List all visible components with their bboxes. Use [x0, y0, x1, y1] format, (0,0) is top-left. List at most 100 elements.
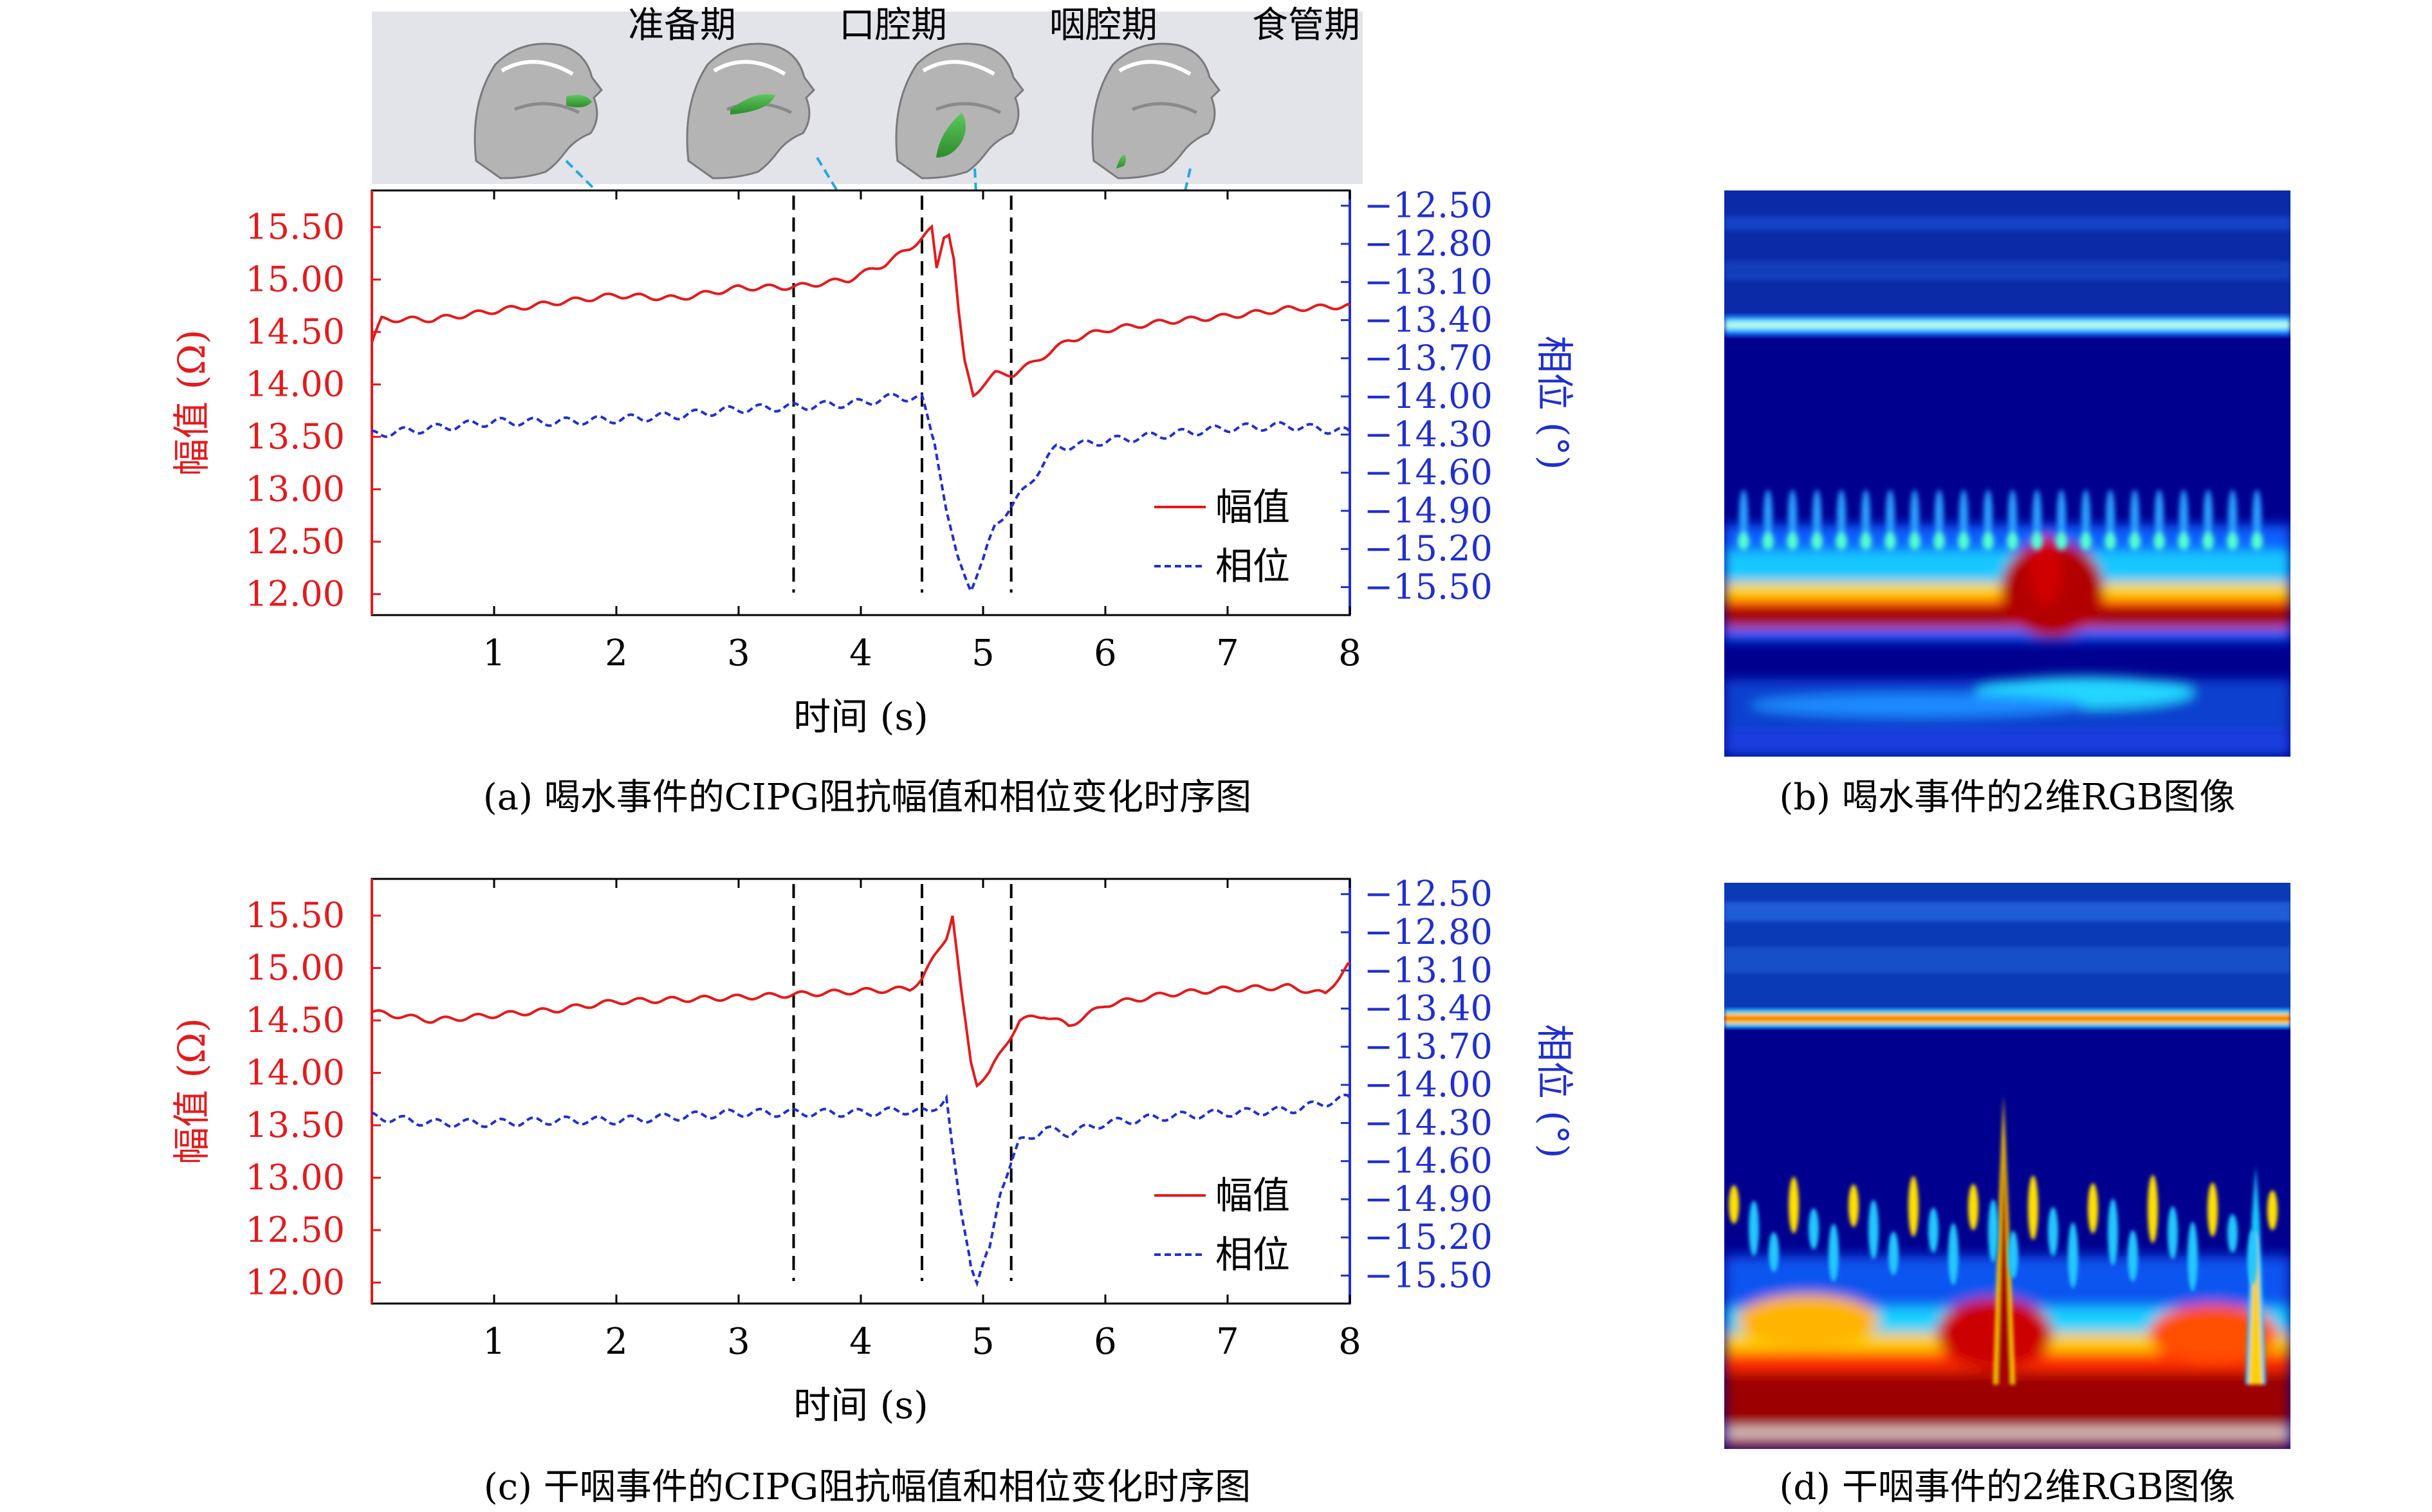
- spike-core: [1933, 532, 1945, 550]
- spike-core: [1909, 532, 1921, 550]
- spike-blob: [2204, 490, 2213, 541]
- left-tick-label: 13.50: [245, 416, 345, 457]
- phase-series-line: [371, 392, 1351, 595]
- legend-label-phase: 相位: [1215, 544, 1290, 588]
- spike-core: [1787, 532, 1798, 550]
- nasal-cavity-line: [713, 60, 786, 76]
- phase-label-oral: 口腔期: [839, 5, 947, 46]
- spike-blob: [2155, 490, 2164, 541]
- chart-a-drinking-impedance: 1 2 3 4 5 6 7 8 12.00 12.50 13.00 13.50 14.00 14.50 15…: [170, 185, 1576, 739]
- x-tick-label: 7: [1216, 1321, 1239, 1363]
- x-tick-label: 6: [1094, 632, 1117, 674]
- head-illustration-2: [686, 42, 815, 180]
- x-axis-label: 时间 (s): [793, 695, 928, 739]
- scale-blob: [1908, 1176, 1919, 1237]
- bolus-shape: [730, 94, 775, 115]
- spike-core: [1836, 532, 1847, 550]
- right-tick-label: −15.50: [1364, 567, 1493, 607]
- scale-blob: [1809, 1208, 1819, 1249]
- right-tick-label: −13.40: [1364, 988, 1493, 1029]
- x-tick-label: 5: [972, 632, 995, 674]
- spike-blob: [1910, 490, 1919, 541]
- right-tick-label: −13.10: [1364, 950, 1493, 990]
- right-tick-label: −14.60: [1364, 452, 1493, 493]
- scale-blob: [1928, 1208, 1939, 1253]
- spike-blob: [2252, 490, 2262, 541]
- scale-blob: [2148, 1175, 2158, 1243]
- caption-b: (b) 喝水事件的2维RGB图像: [1779, 777, 2235, 818]
- spike-blob: [1788, 490, 1797, 541]
- spike-blob: [1739, 490, 1748, 541]
- legend-label-amplitude: 幅值: [1215, 1174, 1290, 1217]
- left-axis-label: 幅值 (Ω): [170, 1018, 214, 1165]
- spike-blob: [2008, 490, 2017, 541]
- chart-c-dry-swallow-impedance: 1 2 3 4 5 6 7 8 12.00 12.50 13.00 13.50 14.00 14.50 15…: [170, 874, 1576, 1427]
- caption-a: (a) 喝水事件的CIPG阻抗幅值和相位变化时序图: [483, 777, 1251, 818]
- spike-core: [1884, 532, 1896, 550]
- spike-blob: [2106, 490, 2115, 541]
- spike-core: [2202, 532, 2214, 550]
- scale-blob: [1948, 1223, 1958, 1285]
- scale-blob: [1848, 1185, 1859, 1227]
- head-illustration-4: [1091, 42, 1221, 180]
- right-tick-label: −12.80: [1364, 912, 1493, 952]
- spike-core: [1811, 532, 1823, 550]
- spike-blob: [2130, 490, 2139, 541]
- right-axis-label: 相位 (°): [1533, 1024, 1576, 1159]
- swallow-phase-banner: 准备期 口腔期 咽腔期 食管期: [372, 5, 1363, 184]
- amplitude-series-line: [371, 224, 1351, 398]
- spike-core: [1982, 532, 1994, 550]
- legend-label-phase: 相位: [1215, 1233, 1290, 1277]
- heatmap-b-image: [1724, 190, 2290, 757]
- right-tick-label: −14.00: [1364, 376, 1493, 416]
- scale-blob: [2048, 1207, 2058, 1256]
- right-tick-label: −12.50: [1364, 185, 1493, 226]
- scale-blob: [2068, 1222, 2078, 1288]
- left-tick-label: 13.00: [245, 1157, 345, 1197]
- spike-core: [1762, 532, 1774, 550]
- spike-blob: [1935, 490, 1944, 541]
- scale-blob: [1749, 1201, 1759, 1256]
- scale-blob: [1888, 1231, 1899, 1275]
- bolus-shape: [936, 113, 966, 158]
- head-outline: [895, 42, 1024, 180]
- scale-blob: [2227, 1214, 2238, 1253]
- right-axis-label: 相位 (°): [1533, 336, 1576, 470]
- scale-blob: [1789, 1177, 1799, 1233]
- right-tick-label: −13.70: [1364, 338, 1493, 378]
- spike-blob: [1959, 490, 1968, 541]
- spike-blob: [1812, 490, 1821, 541]
- spike-core: [2105, 532, 2116, 550]
- spike-core: [2007, 532, 2018, 550]
- spike-core: [2129, 532, 2141, 550]
- x-tick-label: 1: [483, 632, 506, 674]
- scale-blob: [2008, 1231, 2018, 1278]
- x-tick-label: 4: [849, 632, 872, 674]
- right-tick-label: −15.20: [1364, 1217, 1493, 1257]
- left-tick-label: 14.50: [245, 311, 345, 352]
- spike-blob: [2081, 490, 2090, 541]
- scale-blob: [1729, 1185, 1739, 1224]
- spike-core: [2031, 532, 2043, 550]
- spike-blob: [1764, 490, 1773, 541]
- x-tick-label: 2: [605, 1321, 628, 1363]
- left-tick-label: 15.50: [245, 895, 345, 936]
- x-tick-label: 3: [727, 1321, 750, 1363]
- left-tick-label: 14.50: [245, 1000, 345, 1040]
- phase-series-line: [371, 1093, 1351, 1287]
- scale-blob: [1769, 1232, 1779, 1272]
- spike-core: [2080, 532, 2092, 550]
- legend-label-amplitude: 幅值: [1215, 485, 1290, 529]
- scale-blob: [2088, 1183, 2098, 1233]
- head-illustrations: [474, 42, 1221, 180]
- spike-blob: [1837, 490, 1846, 541]
- head-illustration-3: [895, 42, 1024, 180]
- left-tick-label: 12.00: [245, 573, 345, 614]
- right-tick-label: −14.30: [1364, 414, 1493, 454]
- spike-blob: [2179, 490, 2188, 541]
- right-tick-label: −13.10: [1364, 261, 1493, 302]
- right-tick-label: −14.00: [1364, 1064, 1493, 1105]
- nasal-cavity-line: [1118, 60, 1192, 76]
- left-tick-label: 12.50: [245, 1210, 345, 1250]
